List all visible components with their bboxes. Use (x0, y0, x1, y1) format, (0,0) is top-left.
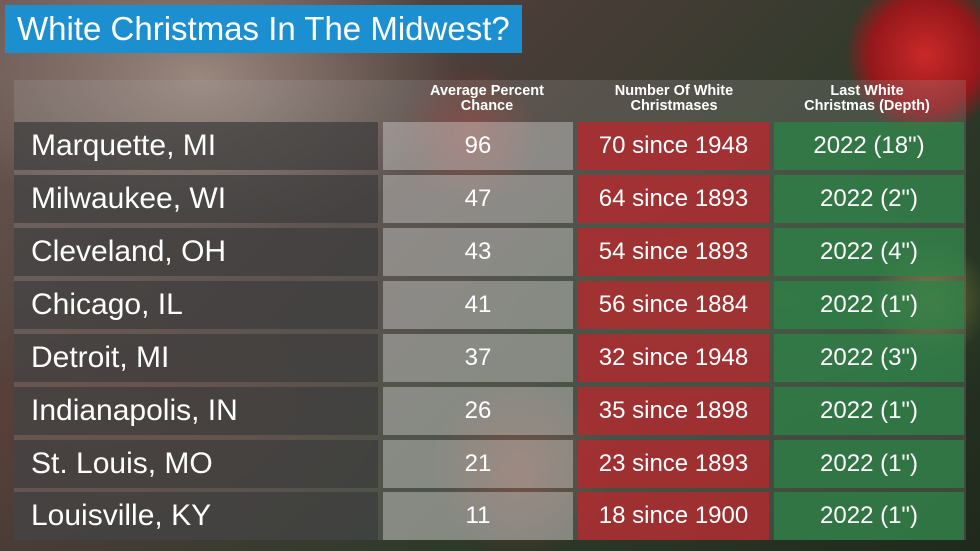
table-row: St. Louis, MO 21 23 since 1893 2022 (1") (14, 440, 966, 488)
title-banner: White Christmas In The Midwest? (5, 5, 522, 53)
percent-cell: 26 (383, 387, 573, 435)
count-cell: 54 since 1893 (578, 228, 769, 276)
last-christmas-cell: 2022 (18") (774, 122, 964, 170)
count-cell: 70 since 1948 (578, 122, 769, 170)
table-row: Milwaukee, WI 47 64 since 1893 2022 (2") (14, 175, 966, 223)
last-christmas-cell: 2022 (4") (774, 228, 964, 276)
count-cell: 32 since 1948 (578, 334, 769, 382)
percent-cell: 37 (383, 334, 573, 382)
last-christmas-cell: 2022 (1") (774, 492, 964, 540)
city-cell: Detroit, MI (14, 334, 378, 382)
percent-cell: 11 (383, 492, 573, 540)
city-cell: Chicago, IL (14, 281, 378, 329)
city-cell: St. Louis, MO (14, 440, 378, 488)
last-christmas-cell: 2022 (3") (774, 334, 964, 382)
count-cell: 64 since 1893 (578, 175, 769, 223)
header-last-white-christmas: Last White Christmas (Depth) (804, 83, 930, 114)
page-title: White Christmas In The Midwest? (17, 10, 510, 47)
city-cell: Indianapolis, IN (14, 387, 378, 435)
last-christmas-cell: 2022 (1") (774, 440, 964, 488)
city-cell: Milwaukee, WI (14, 175, 378, 223)
header-number-of-white-christmases: Number Of White Christmases (614, 83, 734, 114)
city-cell: Cleveland, OH (14, 228, 378, 276)
table-row: Chicago, IL 41 56 since 1884 2022 (1") (14, 281, 966, 329)
count-cell: 18 since 1900 (578, 492, 769, 540)
table-header: Average Percent Chance Number Of White C… (14, 80, 966, 120)
last-christmas-cell: 2022 (1") (774, 281, 964, 329)
table-row: Louisville, KY 11 18 since 1900 2022 (1"… (14, 492, 966, 540)
count-cell: 56 since 1884 (578, 281, 769, 329)
percent-cell: 96 (383, 122, 573, 170)
last-christmas-cell: 2022 (1") (774, 387, 964, 435)
city-cell: Louisville, KY (14, 492, 378, 540)
table-row: Indianapolis, IN 26 35 since 1898 2022 (… (14, 387, 966, 435)
table-row: Cleveland, OH 43 54 since 1893 2022 (4") (14, 228, 966, 276)
last-christmas-cell: 2022 (2") (774, 175, 964, 223)
percent-cell: 43 (383, 228, 573, 276)
percent-cell: 21 (383, 440, 573, 488)
table-row: Detroit, MI 37 32 since 1948 2022 (3") (14, 334, 966, 382)
percent-cell: 41 (383, 281, 573, 329)
count-cell: 23 since 1893 (578, 440, 769, 488)
header-average-percent-chance: Average Percent Chance (430, 83, 544, 114)
percent-cell: 47 (383, 175, 573, 223)
count-cell: 35 since 1898 (578, 387, 769, 435)
city-cell: Marquette, MI (14, 122, 378, 170)
table-row: Marquette, MI 96 70 since 1948 2022 (18"… (14, 122, 966, 170)
